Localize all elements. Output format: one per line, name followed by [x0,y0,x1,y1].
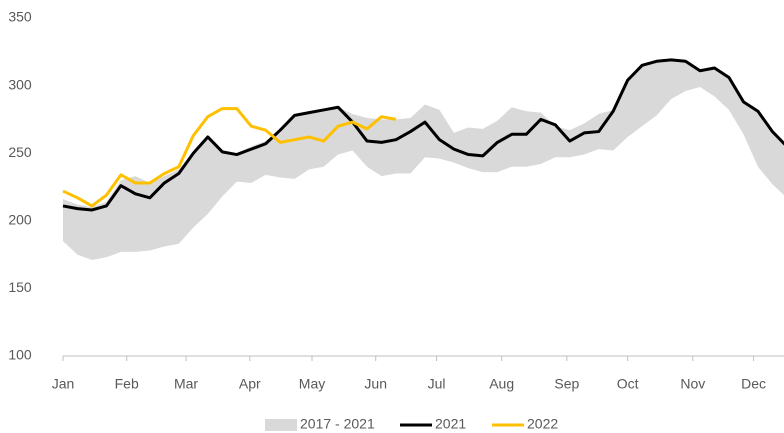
x-tick-label: Jan [52,376,75,392]
legend-label: 2021 [435,416,466,432]
series-line [62,107,397,208]
legend-label: 2022 [527,416,558,432]
y-tick-label: 150 [8,279,32,295]
y-tick-label: 350 [8,9,32,25]
y-tick-label: 250 [8,144,32,160]
x-tick-label: Jul [428,376,446,392]
legend-label: 2017 - 2021 [300,416,375,432]
y-tick-label: 300 [8,76,32,92]
x-tick-label: Nov [680,376,705,392]
x-tick-label: May [299,376,325,392]
x-tick-label: Dec [741,376,766,392]
range-band [63,59,784,261]
x-tick-label: Feb [115,376,139,392]
y-tick-label: 100 [8,347,32,363]
x-tick-label: Jun [364,376,387,392]
x-tick-label: Apr [239,376,261,392]
x-tick-label: Oct [617,376,639,392]
series-line [62,58,784,212]
y-tick-label: 200 [8,212,32,228]
legend-swatch [265,419,297,431]
plot-area [62,58,784,261]
x-tick-label: Mar [174,376,198,392]
x-tick-label: Sep [554,376,579,392]
x-tick-label: Aug [489,376,514,392]
